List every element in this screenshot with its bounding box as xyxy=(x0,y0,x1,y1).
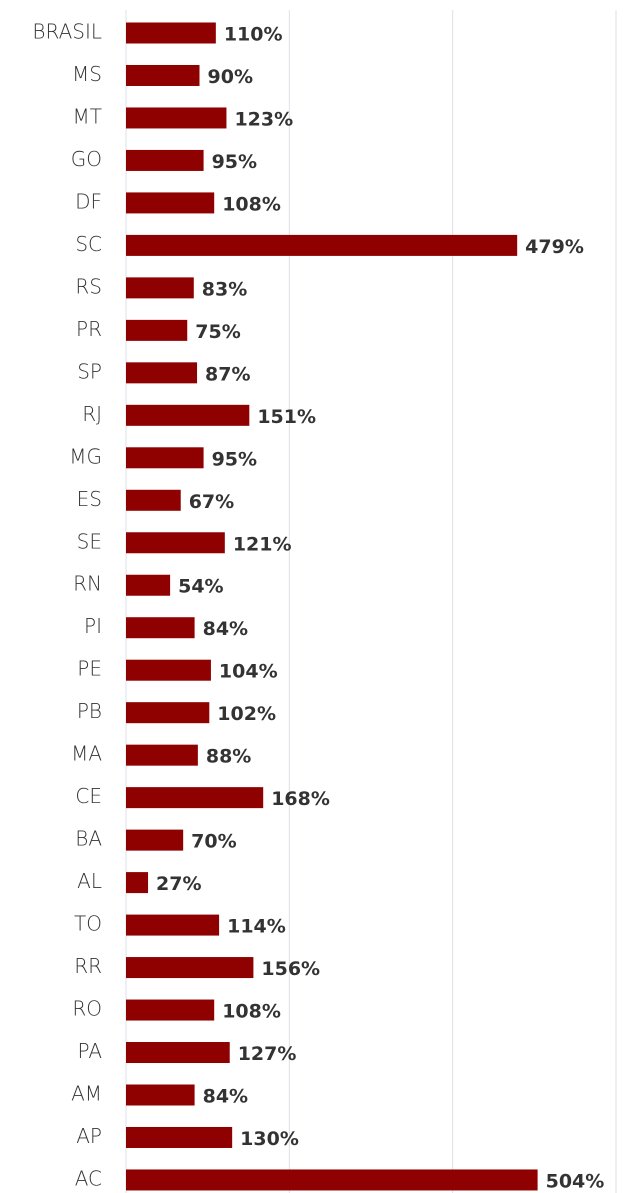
value-label: 168% xyxy=(271,788,330,810)
y-tick-label: PB xyxy=(77,699,102,723)
bar xyxy=(126,914,220,936)
y-tick-label: AL xyxy=(77,869,102,893)
value-label: 110% xyxy=(224,24,283,46)
bar xyxy=(126,22,216,44)
bar xyxy=(126,404,250,426)
y-tick-label: RN xyxy=(73,572,102,596)
value-label: 104% xyxy=(219,661,278,683)
bar xyxy=(126,64,200,86)
y-tick-label: PA xyxy=(78,1039,103,1063)
y-tick-label: PR xyxy=(76,317,102,341)
bar xyxy=(126,787,264,809)
bar xyxy=(126,1042,230,1064)
value-label: 130% xyxy=(240,1128,299,1150)
value-label: 102% xyxy=(217,703,276,725)
value-label: 75% xyxy=(195,321,240,343)
y-tick-label: MS xyxy=(72,62,102,86)
y-tick-label: PI xyxy=(84,614,102,638)
value-label: 504% xyxy=(546,1170,605,1192)
bar xyxy=(126,532,225,554)
value-label: 70% xyxy=(191,831,236,853)
bar xyxy=(126,1084,195,1106)
value-label: 121% xyxy=(233,533,292,555)
y-tick-label: MG xyxy=(69,444,102,468)
value-label: 54% xyxy=(178,576,223,598)
y-tick-label: RO xyxy=(72,997,102,1021)
y-tick-label: DF xyxy=(75,189,102,213)
bar xyxy=(126,574,171,596)
y-tick-label: AP xyxy=(76,1124,102,1148)
bar xyxy=(126,702,210,724)
bar xyxy=(126,192,215,214)
bar xyxy=(126,999,215,1021)
y-tick-label: SE xyxy=(77,529,102,553)
bar xyxy=(126,149,204,171)
y-tick-label: SP xyxy=(77,359,102,383)
bar xyxy=(126,1169,538,1191)
bar xyxy=(126,744,198,766)
value-label: 95% xyxy=(212,448,257,470)
y-tick-label: AM xyxy=(71,1082,102,1106)
bar xyxy=(126,872,149,894)
bar xyxy=(126,659,211,681)
y-tick-label: BA xyxy=(75,827,102,851)
bar xyxy=(126,447,204,469)
value-label: 108% xyxy=(222,193,281,215)
y-tick-label: TO xyxy=(74,912,102,936)
bar xyxy=(126,277,194,299)
y-tick-label: RR xyxy=(74,954,102,978)
value-label: 67% xyxy=(189,491,234,513)
y-tick-label: MA xyxy=(71,742,102,766)
y-tick-label: PE xyxy=(77,657,102,681)
bar xyxy=(126,489,181,511)
bar xyxy=(126,319,188,341)
value-label: 84% xyxy=(203,618,248,640)
value-label: 90% xyxy=(208,66,253,88)
value-label: 84% xyxy=(203,1086,248,1108)
value-label: 95% xyxy=(212,151,257,173)
value-label: 156% xyxy=(261,958,320,980)
y-tick-label: MT xyxy=(73,104,102,128)
y-tick-label: SC xyxy=(75,232,102,256)
y-tick-label: AC xyxy=(75,1166,102,1190)
value-label: 479% xyxy=(525,236,584,258)
y-tick-label: GO xyxy=(71,147,102,171)
y-tick-label: CE xyxy=(75,784,102,808)
bar xyxy=(126,1126,233,1148)
bar xyxy=(126,957,254,979)
value-label: 88% xyxy=(206,746,251,768)
bar xyxy=(126,829,184,851)
value-label: 151% xyxy=(257,406,316,428)
y-tick-label: RS xyxy=(75,274,102,298)
value-label: 27% xyxy=(156,873,201,895)
value-label: 123% xyxy=(234,108,293,130)
bar xyxy=(126,107,227,129)
bar xyxy=(126,362,198,384)
value-label: 87% xyxy=(205,363,250,385)
value-label: 108% xyxy=(222,1001,281,1023)
value-label: 127% xyxy=(238,1043,297,1065)
bar xyxy=(126,234,518,256)
y-tick-label: RJ xyxy=(82,402,102,426)
value-label: 114% xyxy=(227,916,286,938)
y-tick-label: ES xyxy=(77,487,102,511)
value-label: 83% xyxy=(202,278,247,300)
y-tick-label: BRASIL xyxy=(32,20,102,44)
bar xyxy=(126,617,195,639)
